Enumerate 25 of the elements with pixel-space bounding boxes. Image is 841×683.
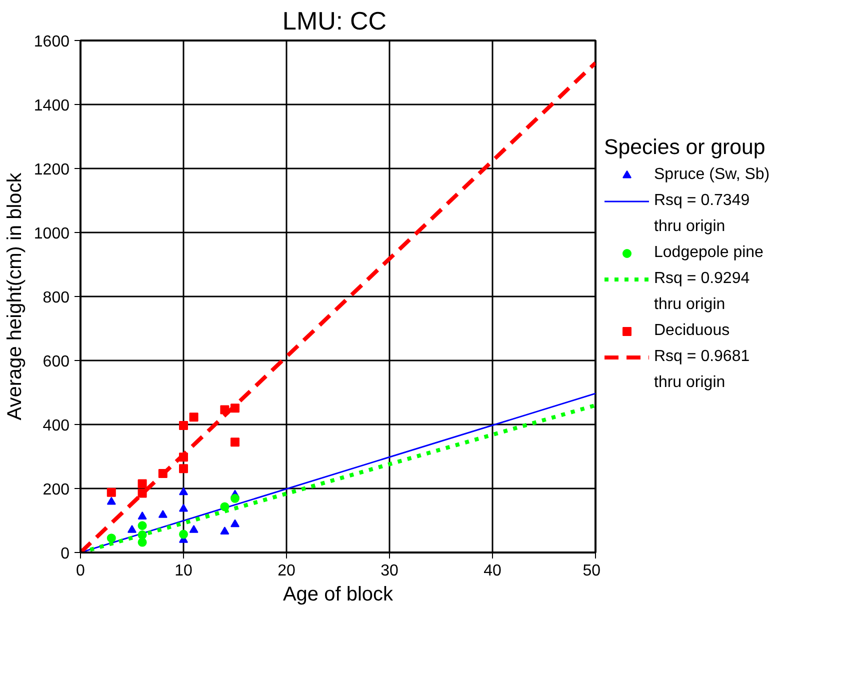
- legend-label: Rsq = 0.9681 thru origin: [654, 348, 750, 392]
- chart-title: LMU: CC: [282, 8, 387, 36]
- legend-label: Rsq = 0.7349 thru origin: [654, 192, 750, 236]
- legend-label: Rsq = 0.9294 thru origin: [654, 270, 750, 314]
- x-tick-label: 0: [76, 562, 86, 580]
- y-tick-label: 1600: [34, 34, 70, 50]
- x-tick-label: 20: [278, 562, 296, 580]
- y-tick-label: 200: [42, 482, 70, 498]
- y-tick-label: 800: [42, 290, 70, 306]
- y-tick-label: 600: [42, 354, 70, 370]
- y-tick-label: 1400: [34, 98, 70, 114]
- legend-label: Deciduous: [654, 322, 730, 340]
- y-tick-label: 1200: [34, 162, 70, 178]
- x-axis-title: Age of block: [282, 584, 394, 606]
- x-tick-label: 40: [484, 562, 502, 580]
- y-tick-label: 400: [42, 418, 70, 434]
- y-axis-title: Average height(cm) in block: [4, 172, 26, 420]
- x-tick-label: 10: [174, 562, 192, 580]
- x-tick-label: 50: [582, 562, 601, 580]
- y-tick-label: 1000: [34, 226, 70, 242]
- y-tick-label: 0: [60, 546, 70, 562]
- legend-label: Spruce (Sw, Sb): [654, 166, 770, 184]
- legend-label: Lodgepole pine: [654, 244, 764, 262]
- legend-title: Species or group: [604, 134, 766, 160]
- x-tick-label: 30: [380, 562, 398, 580]
